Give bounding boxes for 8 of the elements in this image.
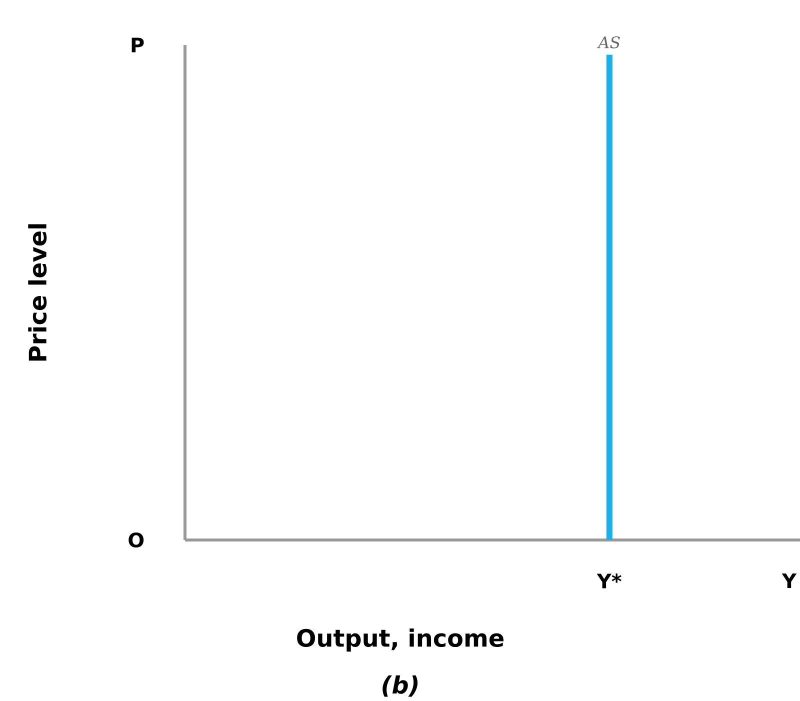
- text: Price level: [28, 224, 47, 361]
- x-axis-title: Output, income: [297, 628, 504, 652]
- x-tick-label: Y*: [596, 574, 622, 588]
- text: O: [128, 532, 144, 548]
- series-label: AS: [596, 36, 620, 48]
- text: (b): [382, 675, 418, 697]
- x-tick-label: Y: [782, 574, 797, 588]
- text: P: [132, 38, 144, 52]
